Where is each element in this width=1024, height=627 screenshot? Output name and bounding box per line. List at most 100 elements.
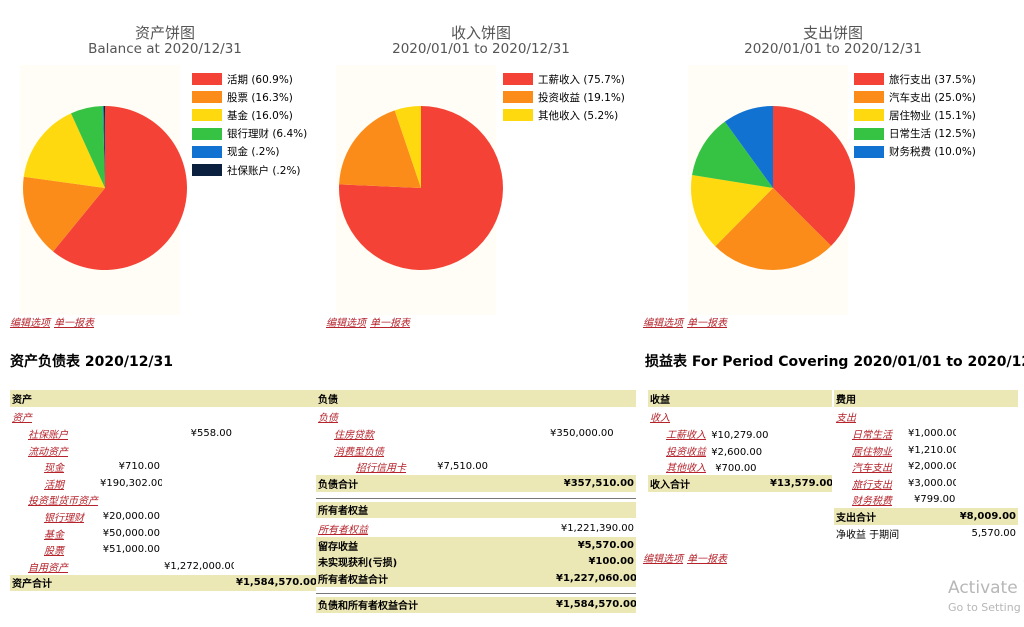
chart-legend: 活期 (60.9%) 股票 (16.3%) 基金 (16.0%) 银行理财 (6.4%… [192,70,307,179]
net-income-label: 净收益 于期间 [836,529,900,541]
account-link-consumer[interactable]: 消费型负债 [334,446,384,458]
single-report-link[interactable]: 单一报表 [54,318,94,329]
legend-item: 日常生活 (12.5%) [854,125,976,143]
chart-links: 编辑选项 单一报表 [643,314,731,329]
amount: ¥20,000.00 [102,510,160,522]
account-link-invest[interactable]: 投资型货币资产 [28,496,98,508]
single-report-link[interactable]: 单一报表 [687,554,727,565]
liabilities-table: 负债 负债 住房贷款 ¥350,000.00 消费型负债 招行信用卡 ¥7,510.… [316,390,636,614]
plot-area [336,65,503,315]
account-link-demand[interactable]: 活期 [44,479,64,491]
edit-options-link[interactable]: 编辑选项 [643,318,683,329]
account-link-income[interactable]: 收入 [650,413,670,425]
account-link-cash[interactable]: 现金 [44,463,64,475]
expense-pie [691,106,855,270]
chart-subtitle: Balance at 2020/12/31 [88,41,242,57]
chart-title: 支出饼图 [802,24,863,42]
account-link-stock[interactable]: 股票 [44,546,64,558]
chart-legend: 旅行支出 (37.5%) 汽车支出 (25.0%) 居住物业 (15.1%) 日常生活… [854,70,976,161]
chart-links: 编辑选项 单一报表 [326,314,414,329]
account-link-travel[interactable]: 旅行支出 [852,479,892,491]
legend-label: 活期 (60.9%) [227,73,293,86]
pie-slice-投资收益 [339,110,421,188]
account-link-expense[interactable]: 支出 [836,413,856,425]
account-link-fund[interactable]: 基金 [44,529,64,541]
legend-item: 银行理财 (6.4%) [192,125,307,143]
legend-label: 社保账户 (.2%) [227,164,301,177]
asset-pie-panel: 资产饼图 Balance at 2020/12/31 活期 (60.9%) 股票 … [5,0,325,330]
amount: ¥1,221,390.00 [560,522,634,534]
account-link-car[interactable]: 汽车支出 [852,463,892,475]
amount: ¥3,000.00 [908,477,956,489]
edit-options-link[interactable]: 编辑选项 [326,318,366,329]
pie-slice-其他收入 [394,106,421,188]
account-link-current[interactable]: 流动资产 [28,446,68,458]
pie-slice-财务税费 [724,106,773,188]
legend-item: 现金 (.2%) [192,143,307,161]
legend-swatch [503,91,533,104]
account-link-investment-income[interactable]: 投资收益 [666,446,706,458]
legend-label: 工薪收入 (75.7%) [538,73,625,86]
activation-watermark: Activate W Go to Setting [948,578,1024,614]
legend-item: 股票 (16.3%) [192,88,307,106]
watermark-line2: Go to Setting [948,601,1021,614]
legend-item: 其他收入 (5.2%) [503,106,625,124]
account-link-liabilities[interactable]: 负债 [318,413,338,425]
legend-item: 工薪收入 (75.7%) [503,70,625,88]
account-link-salary[interactable]: 工薪收入 [666,429,706,441]
legend-label: 基金 (16.0%) [227,109,293,122]
legend-swatch [192,145,222,158]
retained-label: 留存收益 [316,536,426,554]
report-links: 编辑选项 单一报表 [643,550,731,565]
account-link-wm[interactable]: 银行理财 [44,512,84,524]
edit-options-link[interactable]: 编辑选项 [10,318,50,329]
balance-sheet-title: 资产负债表 2020/12/31 [10,354,174,370]
watermark-line1: Activate W [948,578,1024,598]
expense-header: 费用 [834,390,906,409]
asset-pie [23,106,188,270]
legend-swatch [192,91,222,104]
chart-subtitle: 2020/01/01 to 2020/12/31 [392,41,570,57]
legend-swatch [192,127,222,140]
account-link-social[interactable]: 社保账户 [28,429,68,441]
amount: ¥7,510.00 [437,461,488,473]
account-link-other-income[interactable]: 其他收入 [666,463,706,475]
account-link-equity[interactable]: 所有者权益 [318,524,368,536]
account-link-housing[interactable]: 居住物业 [852,446,892,458]
amount: ¥50,000.00 [102,527,160,539]
account-link-tax[interactable]: 财务税费 [852,496,892,508]
single-report-link[interactable]: 单一报表 [687,318,727,329]
amount: ¥1,272,000.00 [164,560,234,572]
plot-area [688,65,855,315]
amount: ¥700.00 [715,463,757,475]
legend-swatch [503,73,533,86]
single-report-link[interactable]: 单一报表 [370,318,410,329]
account-link-assets[interactable]: 资产 [12,413,32,425]
edit-options-link[interactable]: 编辑选项 [643,554,683,565]
account-link-card[interactable]: 招行信用卡 [356,463,406,475]
income-pie-panel: 收入饼图 2020/01/01 to 2020/12/31 工薪收入 (75.7… [321,0,641,330]
assets-header: 资产 [10,390,98,409]
account-link-daily[interactable]: 日常生活 [852,429,892,441]
legend-label: 现金 (.2%) [227,146,280,159]
legend-item: 活期 (60.9%) [192,70,307,88]
account-link-property[interactable]: 自用资产 [28,562,68,574]
amount: ¥558.00 [190,427,232,439]
total-amount: ¥1,227,060.00 [554,569,636,587]
income-statement-title: 损益表 For Period Covering 2020/01/01 to 20… [645,354,1024,370]
revenue-header: 收益 [648,390,734,409]
amount: ¥100.00 [554,553,636,570]
revenue-table: 收益 收入 工薪收入 ¥10,279.00 投资收益 ¥2,600.00 其他收… [648,390,832,492]
chart-legend: 工薪收入 (75.7%) 投资收益 (19.1%) 其他收入 (5.2%) [503,70,625,125]
net-income-amount: 5,570.00 [971,527,1016,539]
legend-swatch [503,109,533,122]
account-link-mortgage[interactable]: 住房贷款 [334,429,374,441]
total-amount: ¥13,579.00 [768,474,832,492]
amount: ¥2,000.00 [908,461,956,473]
legend-item: 居住物业 (15.1%) [854,106,976,124]
grand-total-label: 负债和所有者权益合计 [316,596,490,614]
total-label: 收入合计 [648,474,734,492]
amount: ¥1,000.00 [908,427,956,439]
pie-slice-居住物业 [691,175,773,247]
total-label: 资产合计 [10,574,98,592]
